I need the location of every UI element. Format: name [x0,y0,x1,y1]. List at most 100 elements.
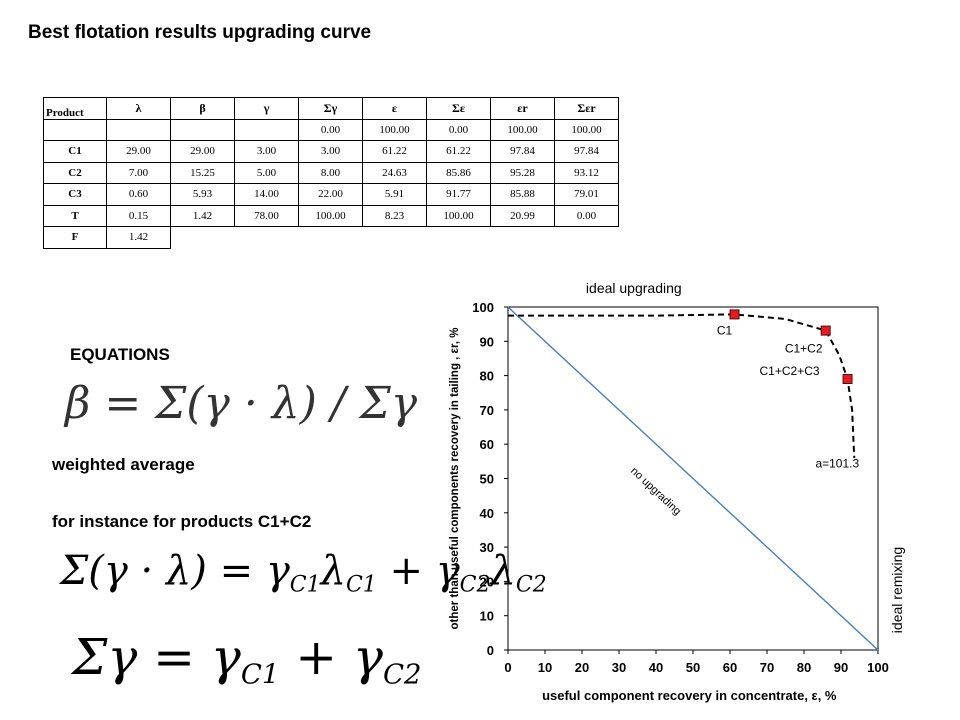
table-row: C1 29.00 29.00 3.00 3.00 61.22 61.22 97.… [43,140,619,163]
table-cell [170,118,235,141]
y-tick-label: 80 [480,369,494,384]
table-cell: 85.86 [426,161,491,184]
table-cell: C1 [43,140,107,163]
y-tick-label: 50 [480,472,494,487]
table-cell: 97.84 [490,140,555,163]
table-cell: 85.88 [490,183,555,206]
y-tick-label: 0 [487,643,494,658]
table-cell: 79.01 [554,183,619,206]
table-cell: 8.23 [362,204,427,227]
chart-title: ideal upgrading [586,280,682,296]
table-cell: 100.00 [298,204,363,227]
x-tick-label: 0 [504,660,511,675]
table-cell: T [43,204,107,227]
table-cell: 78.00 [234,204,299,227]
y-tick-label: 40 [480,506,494,521]
table-cell: 5.93 [170,183,235,206]
y-tick-label: 90 [480,334,494,349]
table-cell: 0.00 [426,118,491,141]
table-cell: 97.84 [554,140,619,163]
table-cell: 24.63 [362,161,427,184]
equation-sum-product: Σ(γ · λ) = γC1λC1 + γC2λC2 [60,548,547,598]
x-tick-label: 50 [686,660,700,675]
x-tick-label: 90 [834,660,848,675]
upgrading-curve [508,313,856,458]
table-cell: C2 [43,161,107,184]
x-axis-label: useful component recovery in concentrate… [542,688,837,703]
table-cell [106,118,171,141]
column-header: γ [234,97,299,120]
table-cell: 91.77 [426,183,491,206]
marker-c1 [729,309,740,320]
marker-label: C1+C2 [785,342,823,356]
table-cell: 7.00 [106,161,171,184]
table-cell: 22.00 [298,183,363,206]
table-cell: 0.00 [298,118,363,141]
table-cell: 8.00 [298,161,363,184]
column-header: εr [490,97,555,120]
table-row: C2 7.00 15.25 5.00 8.00 24.63 85.86 95.2… [43,161,619,184]
column-header: λ [106,97,171,120]
equation-sum-gamma: Σγ = γC1 + γC2 [72,628,422,691]
column-header: Σεr [554,97,619,120]
x-tick-label: 70 [760,660,774,675]
y-axis-label: other than useful components recovery in… [449,328,461,630]
table-cell: 29.00 [170,140,235,163]
table-cell: 15.25 [170,161,235,184]
table-cell: 0.60 [106,183,171,206]
table-cell: 5.00 [234,161,299,184]
table-cell: 95.28 [490,161,555,184]
table-cell: C3 [43,183,107,206]
table-cell: 0.15 [106,204,171,227]
column-header: Σγ [298,97,363,120]
results-table: Product λ β γ Σγ ε Σε εr Σεr 0.00 100.00… [43,97,619,249]
table-cell [43,118,107,141]
table-row: F 1.42 [43,226,619,249]
column-header: β [170,97,235,120]
table-row: C3 0.60 5.93 14.00 22.00 5.91 91.77 85.8… [43,183,619,206]
y-tick-label: 60 [480,437,494,452]
x-tick-label: 20 [575,660,589,675]
marker-label: C1 [717,323,733,337]
table-cell: 0.00 [554,204,619,227]
empty-cell [171,227,619,249]
column-header: Σε [426,97,491,120]
no-upgrading-line [507,306,879,651]
marker-c1-c2 [820,325,831,336]
table-cell: 29.00 [106,140,171,163]
y-tick-label: 20 [480,574,494,589]
table-cell [234,118,299,141]
table-cell: 3.00 [298,140,363,163]
equation-weighted-average: β = Σ(γ · λ) / Σγ [65,378,418,429]
column-header: Product [43,97,107,120]
table-cell: 100.00 [362,118,427,141]
weighted-average-label: weighted average [52,455,195,474]
table-cell: 3.00 [234,140,299,163]
page-title: Best flotation results upgrading curve [28,22,372,43]
no-upgrading-label: no upgrading [628,465,683,518]
y-tick-label: 100 [472,300,494,315]
table-cell: 1.42 [106,226,171,249]
table-row: T 0.15 1.42 78.00 100.00 8.23 100.00 20.… [43,204,619,227]
y-tick-label: 70 [480,403,494,418]
table-cell: F [43,226,107,249]
table-cell: 100.00 [490,118,555,141]
x-tick-label: 10 [538,660,552,675]
table-cell: 100.00 [426,204,491,227]
table-header-row: Product λ β γ Σγ ε Σε εr Σεr [43,97,619,120]
table-cell: 100.00 [554,118,619,141]
table-cell: 61.22 [362,140,427,163]
table-cell: 1.42 [170,204,235,227]
upgrading-chart: 0 10 20 30 40 50 60 70 80 90 100 0 10 20 30 40 50 60 70 80 9… [449,280,905,703]
table-row: 0.00 100.00 0.00 100.00 100.00 [43,118,619,141]
table-cell: 61.22 [426,140,491,163]
table-cell: 93.12 [554,161,619,184]
curve-label: a=101.3 [815,456,859,470]
marker-label: C1+C2+C3 [760,364,820,378]
x-tick-label: 100 [867,660,889,675]
equations-heading: EQUATIONS [70,345,170,364]
y-tick-label: 10 [480,609,494,624]
column-header: ε [362,97,427,120]
x-tick-label: 80 [797,660,811,675]
y-tick-label: 30 [480,540,494,555]
